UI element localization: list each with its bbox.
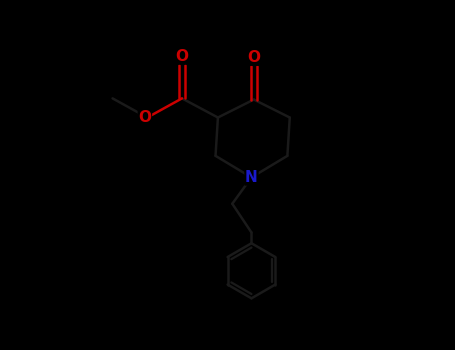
Text: O: O	[176, 49, 188, 64]
Text: O: O	[138, 110, 152, 125]
Text: O: O	[248, 50, 260, 65]
Text: N: N	[245, 170, 258, 185]
